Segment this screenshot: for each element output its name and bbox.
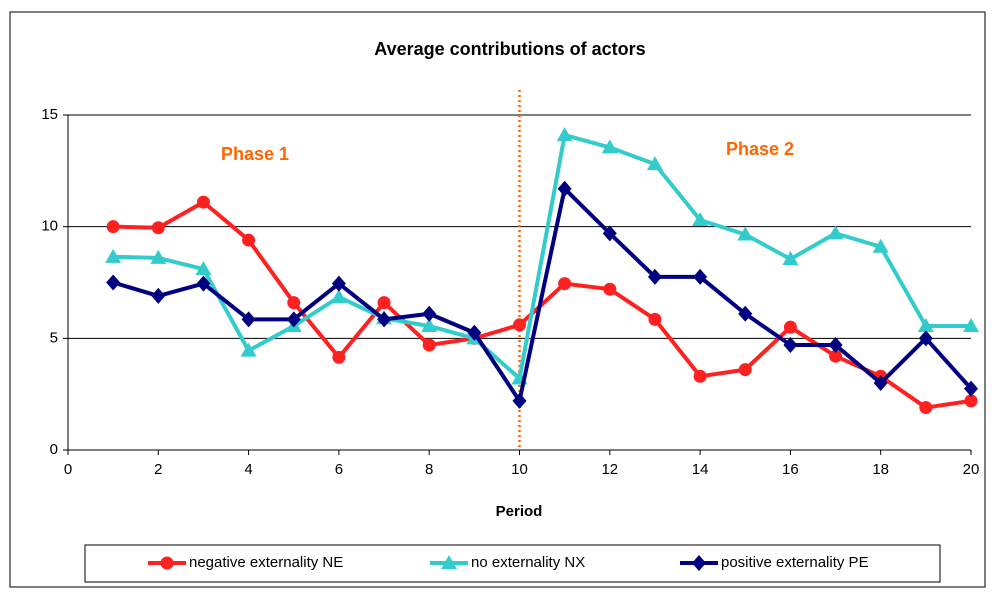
x-tick-label: 12	[601, 461, 618, 478]
data-point	[783, 320, 797, 334]
data-point	[556, 127, 573, 142]
chart-title: Average contributions of actors	[374, 39, 645, 59]
x-tick-label: 8	[425, 461, 433, 478]
chart-frame	[9, 11, 986, 588]
data-point	[421, 318, 438, 333]
data-point	[557, 180, 572, 197]
data-point	[964, 380, 978, 397]
data-point	[602, 225, 617, 242]
y-tick-label: 15	[41, 106, 58, 123]
data-point	[330, 289, 347, 304]
data-point	[827, 225, 844, 240]
data-point	[332, 350, 346, 364]
data-point	[422, 338, 436, 352]
data-point	[151, 287, 166, 304]
data-point	[558, 277, 572, 291]
data-point	[964, 394, 978, 408]
x-tick-label: 14	[692, 461, 709, 478]
annotation: Phase 1	[221, 144, 289, 164]
data-point	[783, 337, 798, 354]
data-point	[647, 268, 662, 285]
data-point	[829, 349, 843, 363]
data-point	[918, 330, 933, 347]
data-point	[286, 311, 301, 328]
data-point	[151, 221, 165, 235]
x-tick-label: 6	[335, 461, 343, 478]
data-point	[601, 139, 618, 154]
series-line	[113, 133, 971, 381]
data-point	[919, 401, 933, 415]
data-point	[377, 296, 391, 310]
data-point	[963, 318, 979, 333]
data-point	[512, 392, 527, 409]
legend-label: no externality NX	[471, 554, 585, 571]
data-point	[738, 363, 752, 377]
y-tick-label: 5	[50, 329, 58, 346]
x-tick-label: 16	[782, 461, 799, 478]
data-point	[331, 275, 346, 292]
data-point	[872, 238, 889, 253]
data-point	[196, 195, 210, 209]
data-point	[240, 342, 257, 357]
legend-label: negative externality NE	[189, 554, 343, 571]
data-point	[242, 233, 256, 247]
data-point	[828, 337, 843, 354]
data-point	[422, 305, 437, 322]
data-point	[513, 318, 526, 332]
legend-marker	[160, 556, 174, 570]
data-point	[873, 375, 888, 391]
data-point	[377, 311, 392, 328]
y-tick-label: 10	[41, 218, 58, 235]
data-point	[195, 261, 212, 276]
x-tick-label: 0	[64, 461, 72, 478]
data-point	[738, 305, 753, 322]
data-point	[917, 318, 934, 333]
y-tick-label: 0	[50, 441, 58, 458]
data-point	[106, 220, 120, 234]
data-point	[603, 282, 617, 296]
x-tick-label: 2	[154, 461, 162, 478]
data-point	[150, 249, 167, 264]
legend-marker	[692, 555, 706, 571]
x-tick-label: 18	[872, 461, 889, 478]
x-axis-label: Period	[496, 503, 543, 520]
legend-marker	[441, 555, 457, 569]
data-point	[693, 369, 707, 383]
data-point	[646, 156, 663, 171]
data-point	[467, 324, 482, 341]
legend-label: positive externality PE	[721, 554, 869, 571]
data-point	[196, 275, 211, 292]
data-point	[693, 268, 708, 285]
x-tick-label: 20	[963, 461, 980, 478]
data-point	[782, 251, 799, 266]
data-point	[737, 226, 754, 241]
annotation: Phase 2	[726, 139, 794, 159]
data-point	[241, 311, 256, 328]
legend-box	[84, 544, 941, 583]
data-point	[692, 211, 709, 226]
series-line	[112, 186, 973, 403]
data-point	[287, 296, 301, 310]
x-tick-label: 10	[511, 461, 528, 478]
data-point	[648, 312, 662, 326]
x-tick-label: 4	[244, 461, 252, 478]
data-point	[105, 248, 122, 263]
data-point	[106, 274, 121, 291]
